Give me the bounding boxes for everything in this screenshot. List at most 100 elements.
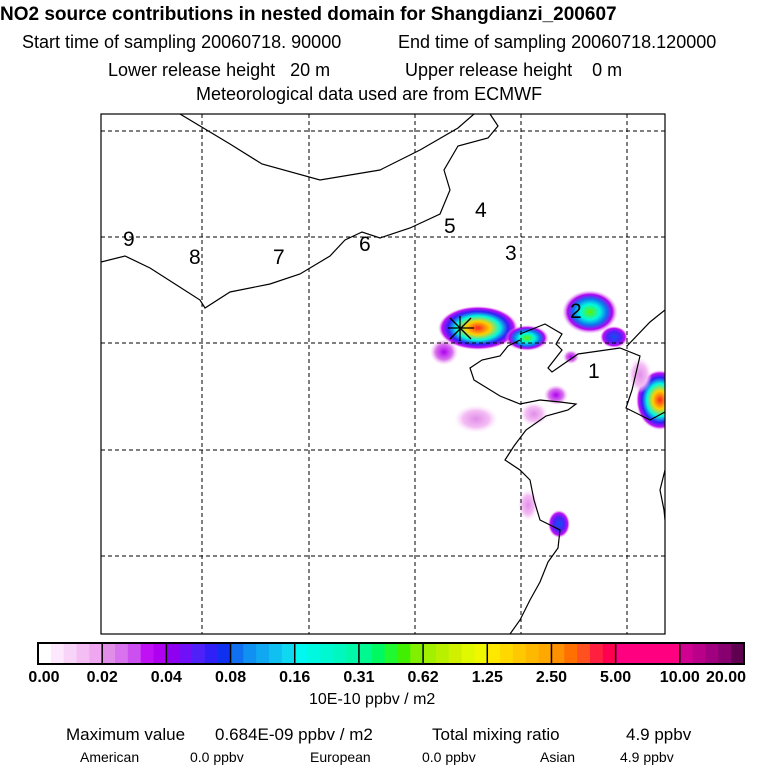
colorbar-swatch xyxy=(654,643,668,664)
colorbar-swatch xyxy=(461,643,475,664)
plume-blob xyxy=(438,306,518,350)
colorbar-swatch xyxy=(474,643,488,664)
colorbar-swatch xyxy=(628,643,642,664)
colorbar-swatch xyxy=(358,643,373,664)
colorbar-swatch xyxy=(256,643,270,664)
track-label: 7 xyxy=(273,246,285,269)
colorbar-tick-label: 0.62 xyxy=(407,669,439,686)
colorbar-tick-label: 20.00 xyxy=(705,669,747,686)
american-value: 0.0 ppbv xyxy=(190,749,244,765)
european-value: 0.0 ppbv xyxy=(422,749,476,765)
track-labels: 1 2 3 4 5 6 7 8 9 xyxy=(123,199,600,383)
colorbar-swatch xyxy=(512,643,527,664)
colorbar-swatch xyxy=(166,643,180,664)
colorbar-tick-label: 0.08 xyxy=(214,669,247,686)
colorbar-swatch xyxy=(410,643,424,664)
colorbar-swatch xyxy=(500,643,514,664)
colorbar-swatch xyxy=(564,643,578,664)
plume-blob xyxy=(505,325,549,351)
colorbar-swatch xyxy=(423,643,437,664)
colorbar-units: 10E-10 ppbv / m2 xyxy=(309,691,436,708)
start-time: Start time of sampling 20060718. 90000 xyxy=(22,32,342,52)
colorbar-swatch xyxy=(679,643,694,664)
track-label: 4 xyxy=(475,199,487,222)
colorbar-swatch xyxy=(38,643,52,664)
colorbar-swatch xyxy=(230,643,244,664)
colorbar-swatch xyxy=(615,643,629,664)
colorbar-tick-label: 1.25 xyxy=(471,669,503,686)
colorbar-swatch xyxy=(294,643,309,664)
colorbar-swatch xyxy=(371,643,386,664)
colorbar-frame xyxy=(37,642,745,665)
plume-blob xyxy=(430,339,458,365)
plume-blob xyxy=(548,510,570,538)
colorbar-swatch xyxy=(76,643,90,664)
total-mixing-ratio-label: Total mixing ratio xyxy=(432,725,560,744)
colorbar-swatch xyxy=(602,643,617,664)
colorbar-swatch xyxy=(448,643,463,664)
colorbar-swatch xyxy=(320,643,334,664)
colorbar-swatch xyxy=(705,643,719,664)
upper-release-height: Upper release height 0 m xyxy=(405,60,623,80)
colorbar-tick-label: 0.02 xyxy=(86,669,118,686)
plume-blob xyxy=(563,350,579,364)
colorbar-swatch xyxy=(718,643,732,664)
colorbar-swatch xyxy=(281,643,296,664)
colorbar-swatch xyxy=(577,643,591,664)
max-value: 0.684E-09 ppbv / m2 xyxy=(215,725,373,744)
track-label: 8 xyxy=(189,246,201,269)
colorbar-swatch xyxy=(538,643,552,664)
colorbar-tick-label: 2.50 xyxy=(535,669,568,686)
colorbar-swatch xyxy=(307,643,321,664)
coastlines xyxy=(101,114,665,634)
colorbar-swatch xyxy=(269,643,283,664)
colorbar-swatch xyxy=(179,643,193,664)
european-label: European xyxy=(310,749,371,765)
colorbar-swatch xyxy=(551,643,565,664)
colorbar-swatch xyxy=(346,643,360,664)
american-label: American xyxy=(80,749,140,765)
colorbar-swatch xyxy=(127,643,142,664)
track-label: 5 xyxy=(444,215,456,238)
colorbar-swatch xyxy=(192,643,206,664)
colorbar-swatch xyxy=(487,643,501,664)
colorbar-swatch xyxy=(397,643,411,664)
colorbar-tick-label: 0.00 xyxy=(28,669,60,686)
asian-label: Asian xyxy=(540,749,576,765)
map-frame xyxy=(100,113,666,635)
met-data-label: Meteorological data used are from ECMWF xyxy=(196,84,543,104)
colorbar-swatch xyxy=(589,643,604,664)
plume-blob xyxy=(562,290,618,334)
track-label: 1 xyxy=(588,360,600,383)
track-label: 2 xyxy=(570,300,582,323)
colorbar-tick-label: 0.16 xyxy=(279,669,311,686)
colorbar-swatch xyxy=(102,643,116,664)
plume-blob xyxy=(520,402,548,426)
total-mixing-ratio-value: 4.9 ppbv xyxy=(626,725,692,744)
colorbar-swatch xyxy=(731,643,745,664)
end-time: End time of sampling 20060718.120000 xyxy=(398,32,717,52)
plume-blob xyxy=(454,405,498,433)
colorbar-swatch xyxy=(204,643,219,664)
colorbar-swatch xyxy=(641,643,655,664)
plume-blob xyxy=(628,357,652,393)
colorbar-swatch xyxy=(333,643,347,664)
colorbar-swatch xyxy=(217,643,232,664)
colorbar-tick-label: 0.31 xyxy=(343,669,375,686)
plot-title: NO2 source contributions in nested domai… xyxy=(0,4,617,25)
track-label: 9 xyxy=(123,228,135,251)
plume-blob xyxy=(600,326,628,348)
colorbar-swatch xyxy=(153,643,167,664)
colorbar-tick-label: 5.00 xyxy=(600,669,632,686)
colorbar-tick-label: 0.04 xyxy=(150,669,182,686)
colorbar-swatch xyxy=(243,643,257,664)
colorbar-swatch xyxy=(115,643,129,664)
plume-blob xyxy=(544,385,568,405)
colorbar-swatch xyxy=(140,643,155,664)
max-value-label: Maximum value xyxy=(66,725,186,744)
asian-value: 4.9 ppbv xyxy=(620,749,674,765)
concentration-field xyxy=(430,290,665,538)
track-label: 6 xyxy=(359,233,371,256)
